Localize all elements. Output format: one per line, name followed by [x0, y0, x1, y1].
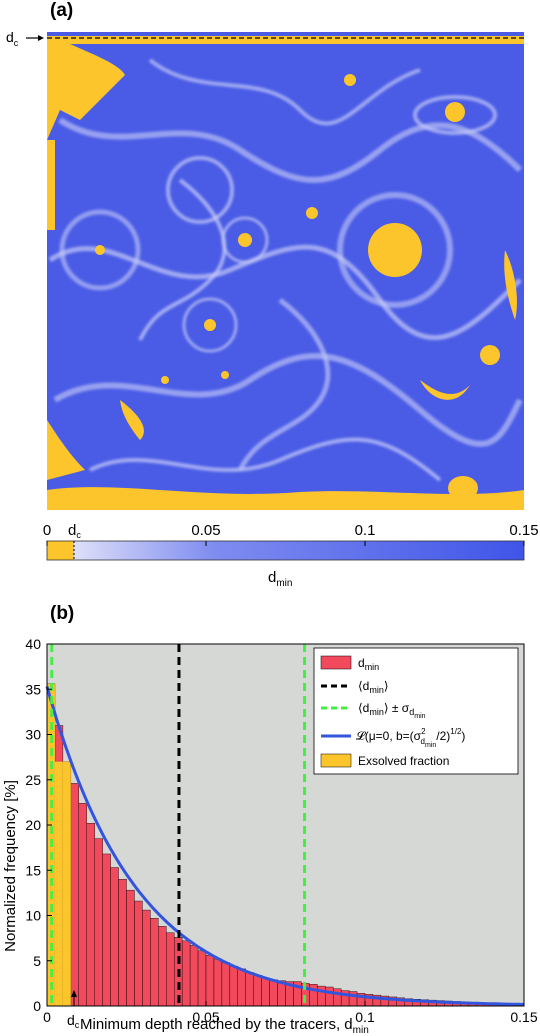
- bar-35: [325, 986, 334, 1007]
- bar-13: [150, 918, 159, 1007]
- legend-exsolved-label: Exsolved fraction: [358, 754, 449, 768]
- bar-7: [102, 853, 111, 1007]
- dc-axis-label: dc: [67, 1012, 80, 1030]
- colorbar-frame: [46, 540, 525, 561]
- panel-a-label: (a): [50, 0, 74, 21]
- colorbar-xlabel: dmin: [268, 569, 292, 589]
- bar-33: [309, 984, 318, 1007]
- panel-b-label: (b): [50, 603, 75, 624]
- legend-std-label: ⟨dmin⟩ ± σdmin: [358, 701, 426, 720]
- bar-5: [86, 822, 95, 1007]
- bar-36: [333, 988, 342, 1007]
- colorbar-tick-label-1: 0.05: [191, 522, 220, 539]
- y-tick-label-6: 30: [25, 727, 41, 743]
- bar-27: [261, 977, 270, 1007]
- fit-curve: [45, 686, 524, 1006]
- bar-11: [134, 900, 143, 1007]
- x-axis-title: Minimum depth reached by the tracers, dm…: [80, 1016, 369, 1036]
- dc-marker-text: d: [6, 29, 14, 45]
- bar-3: [70, 783, 79, 1007]
- bar-12: [142, 909, 151, 1007]
- colorbar-tick-label-3: 0.15: [509, 522, 538, 539]
- legend: dmin ⟨dmin⟩ ⟨dmin⟩ ± σdmin 𝓛(μ=0, b=(σ2 d…: [313, 647, 519, 775]
- bar-14: [158, 926, 167, 1007]
- colorbar-tick-label-0: 0: [43, 522, 51, 539]
- dc-marker: dc: [6, 29, 18, 48]
- bar-19: [197, 950, 207, 1007]
- colorbar-tick-label-2: 0.1: [355, 522, 376, 539]
- y-tick-label-5: 25: [25, 772, 41, 788]
- y-axis-title: Normalized frequency [%]: [2, 780, 19, 952]
- bar-21: [213, 958, 223, 1007]
- exsolved-bar-2: [62, 761, 71, 1006]
- bar-28: [269, 979, 278, 1007]
- bar-17: [181, 940, 191, 1007]
- exsolved-bar-1: [54, 761, 63, 1006]
- dc-axis-arrow-head: [71, 990, 77, 997]
- colorbar-dc-label: dc: [68, 522, 81, 540]
- y-tick-label-2: 10: [25, 908, 41, 924]
- colorbar-gradient: [47, 541, 524, 560]
- x-tick-label-0: 0: [43, 1009, 51, 1025]
- legend-bars-label: dmin: [358, 656, 379, 672]
- legend-fit-label: 𝓛(μ=0, b=(σ2 dmin/2)1/2): [356, 727, 465, 749]
- y-tick-label-8: 40: [25, 636, 41, 652]
- bar-24: [237, 968, 246, 1007]
- bar-8: [110, 867, 119, 1007]
- x-tick-label-1: 0.05: [192, 1009, 219, 1025]
- map-filaments: [48, 58, 523, 482]
- legend-swatch-exsolved: [320, 753, 352, 768]
- bar-26: [253, 975, 262, 1007]
- colorbar-exsolved: [47, 541, 74, 560]
- dc-marker-sub: c: [13, 37, 19, 48]
- bar-4: [78, 803, 87, 1007]
- x-tick-label-3: 0.15: [510, 1009, 537, 1025]
- bar-20: [205, 955, 215, 1007]
- tracer-map: 0 0.05 0.1 0.15 dc dmin: [26, 32, 539, 589]
- bar-15: [166, 932, 175, 1007]
- y-tick-label-7: 35: [25, 681, 41, 697]
- legend-swatch-bars: [320, 655, 352, 670]
- bar-25: [245, 972, 254, 1007]
- exsolved-regions: [47, 36, 524, 510]
- bar-18: [189, 945, 199, 1007]
- legend-mean-label: ⟨dmin⟩: [358, 679, 389, 695]
- bar-6: [94, 838, 103, 1007]
- y-tick-label-0: 0: [33, 998, 41, 1014]
- bar-22: [221, 962, 231, 1007]
- y-tick-label-3: 15: [25, 862, 41, 878]
- y-tick-label-1: 5: [33, 953, 41, 969]
- y-tick-label-4: 20: [25, 817, 41, 833]
- dc-arrow-head: [38, 35, 44, 41]
- bar-10: [126, 889, 135, 1007]
- histogram-chart: 0 5 10 15 20 25 30 35 40 0 0.05 0.1 0.15 dmin ⟨dmin⟩…: [2, 636, 538, 1036]
- x-tick-label-2: 0.1: [355, 1009, 375, 1025]
- bar-9: [118, 879, 127, 1007]
- bar-23: [229, 965, 239, 1007]
